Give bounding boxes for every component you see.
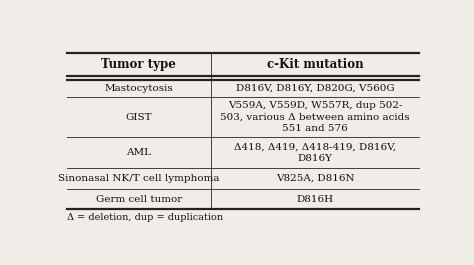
Text: V559A, V559D, W557R, dup 502-
503, various Δ between amino acids
551 and 576: V559A, V559D, W557R, dup 502- 503, vario… (220, 101, 410, 132)
Text: Germ cell tumor: Germ cell tumor (96, 195, 182, 204)
Text: V825A, D816N: V825A, D816N (276, 174, 355, 183)
Text: Tumor type: Tumor type (101, 58, 176, 71)
Text: Sinonasal NK/T cell lymphoma: Sinonasal NK/T cell lymphoma (58, 174, 219, 183)
Text: GIST: GIST (126, 113, 152, 122)
Text: Δ418, Δ419, Δ418-419, D816V,
D816Y: Δ418, Δ419, Δ418-419, D816V, D816Y (234, 143, 396, 163)
Text: c-Kit mutation: c-Kit mutation (267, 58, 364, 71)
Text: AML: AML (127, 148, 151, 157)
Text: Δ = deletion, dup = duplication: Δ = deletion, dup = duplication (66, 213, 223, 222)
Text: Mastocytosis: Mastocytosis (104, 84, 173, 93)
Text: D816V, D816Y, D820G, V560G: D816V, D816Y, D820G, V560G (236, 84, 394, 93)
Text: D816H: D816H (297, 195, 334, 204)
